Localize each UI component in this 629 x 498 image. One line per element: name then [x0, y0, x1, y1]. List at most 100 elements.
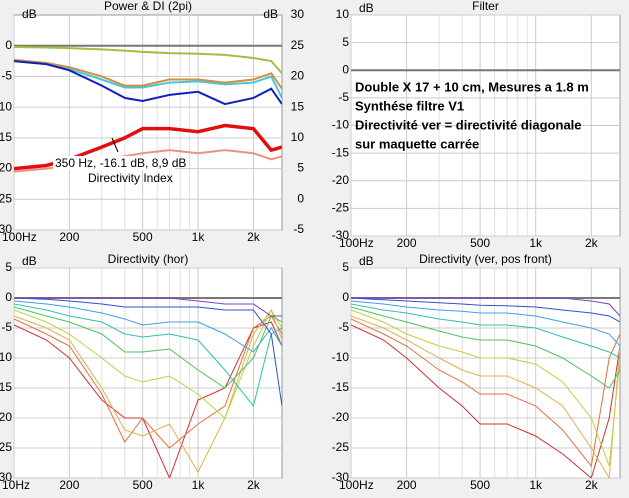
- y-tick-label: -5: [1, 320, 12, 334]
- y-tick-label: -5: [338, 90, 349, 104]
- y2-tick-label: 5: [297, 161, 304, 175]
- y-tick-label: -15: [0, 380, 12, 394]
- y-tick-label: -10: [332, 118, 350, 132]
- y-tick-label: 0: [342, 290, 349, 304]
- series-line: [14, 45, 282, 75]
- series-line: [351, 297, 620, 317]
- y-tick-label: -15: [332, 145, 350, 159]
- plot-area: [350, 267, 621, 479]
- y-tick-label: 5: [342, 35, 349, 49]
- y2-tick-label: -5: [293, 222, 304, 236]
- y2-tick-label: 25: [291, 38, 305, 52]
- series-group: [351, 297, 620, 478]
- x-tick-label: 10Hz: [2, 478, 30, 492]
- series-line: [351, 324, 620, 478]
- x-tick-label: 1k: [529, 236, 543, 250]
- y-axis-label: dB: [22, 254, 37, 268]
- note-line: Synthése filtre V1: [355, 98, 464, 113]
- series-line: [14, 60, 282, 106]
- y-tick-label: -30: [0, 222, 12, 236]
- note-line: Directivité ver = directivité diagonale: [355, 117, 582, 132]
- x-tick-label: 100Hz: [339, 478, 374, 492]
- x-tick-label: 500: [470, 236, 490, 250]
- series-line: [14, 315, 282, 449]
- y-axis-label: dB: [22, 7, 37, 21]
- plot-area: [13, 14, 283, 231]
- y-tick-label: -10: [0, 99, 12, 113]
- series-line: [351, 297, 620, 323]
- y-axis-label: dB: [359, 1, 374, 15]
- chart-title: Directivity (hor): [108, 252, 189, 266]
- y-tick-label: 0: [5, 38, 12, 52]
- y-tick-label: -20: [332, 173, 350, 187]
- annotation: 350 Hz, -16.1 dB, 8,9 dB: [55, 156, 186, 170]
- x-tick-label: 200: [397, 478, 417, 492]
- series-line: [14, 297, 282, 407]
- x-tick-label: 500: [133, 230, 153, 244]
- y-tick-label: 0: [5, 290, 12, 304]
- x-tick-label: 2k: [585, 236, 599, 250]
- y-tick-label: -20: [332, 410, 350, 424]
- y2-tick-label: 10: [291, 130, 305, 144]
- cursor-mark: [111, 137, 119, 153]
- series-line: [14, 58, 282, 90]
- y2-axis-label: dB: [263, 7, 278, 21]
- series-line: [351, 306, 620, 389]
- x-tick-label: 100Hz: [339, 236, 374, 250]
- y-tick-label: -25: [0, 191, 12, 205]
- y-tick-label: -5: [1, 69, 12, 83]
- note-line: sur maquette carrée: [355, 136, 479, 151]
- annotation-bg: [53, 156, 175, 170]
- chart-title: Filter: [472, 0, 499, 13]
- series-line: [351, 303, 620, 359]
- y2-tick-label: 20: [291, 69, 305, 83]
- x-tick-label: 200: [59, 478, 79, 492]
- y-tick-label: -25: [332, 440, 350, 454]
- y-tick-label: -25: [332, 201, 350, 215]
- series-line: [351, 300, 620, 347]
- x-tick-label: 2k: [585, 478, 599, 492]
- y-tick-label: -15: [0, 130, 12, 144]
- x-tick-label: 100Hz: [2, 230, 37, 244]
- y-tick-label: -20: [0, 161, 12, 175]
- y-tick-label: -30: [332, 228, 350, 242]
- x-tick-label: 200: [59, 230, 79, 244]
- series-line: [14, 306, 282, 389]
- y-tick-label: 10: [336, 7, 350, 21]
- y2-tick-label: 0: [297, 191, 304, 205]
- y-tick-label: -25: [0, 440, 12, 454]
- y-tick-label: -5: [338, 320, 349, 334]
- y-tick-label: -30: [0, 470, 12, 484]
- x-tick-label: 1k: [192, 478, 206, 492]
- y-tick-label: -30: [332, 470, 350, 484]
- x-tick-label: 500: [470, 478, 490, 492]
- y-tick-label: 5: [5, 260, 12, 274]
- chart-title: Directivity (ver, pos front): [419, 252, 552, 266]
- series-line: [14, 300, 282, 353]
- series-line: [14, 308, 282, 474]
- series-line: [351, 318, 620, 468]
- y2-tick-label: 30: [291, 7, 305, 21]
- series-line: [14, 297, 282, 317]
- y-tick-label: -20: [0, 410, 12, 424]
- y2-tick-label: 15: [291, 99, 305, 113]
- series-line: [14, 303, 282, 408]
- y-axis-label: dB: [359, 254, 374, 268]
- series-line: [14, 321, 282, 478]
- y-tick-label: -15: [332, 380, 350, 394]
- x-tick-label: 200: [397, 236, 417, 250]
- chart-title: Power & DI (2pi): [104, 0, 192, 13]
- y-tick-label: -10: [0, 350, 12, 364]
- x-tick-label: 500: [133, 478, 153, 492]
- annotation: Directivity Index: [88, 171, 173, 185]
- x-tick-label: 2k: [247, 230, 261, 244]
- series-line: [14, 308, 282, 419]
- x-tick-label: 2k: [247, 478, 261, 492]
- y-tick-label: 0: [342, 62, 349, 76]
- x-tick-label: 1k: [529, 478, 543, 492]
- x-tick-label: 1k: [192, 230, 206, 244]
- series-group: [14, 297, 282, 478]
- y-tick-label: 5: [342, 260, 349, 274]
- y-tick-label: -10: [332, 350, 350, 364]
